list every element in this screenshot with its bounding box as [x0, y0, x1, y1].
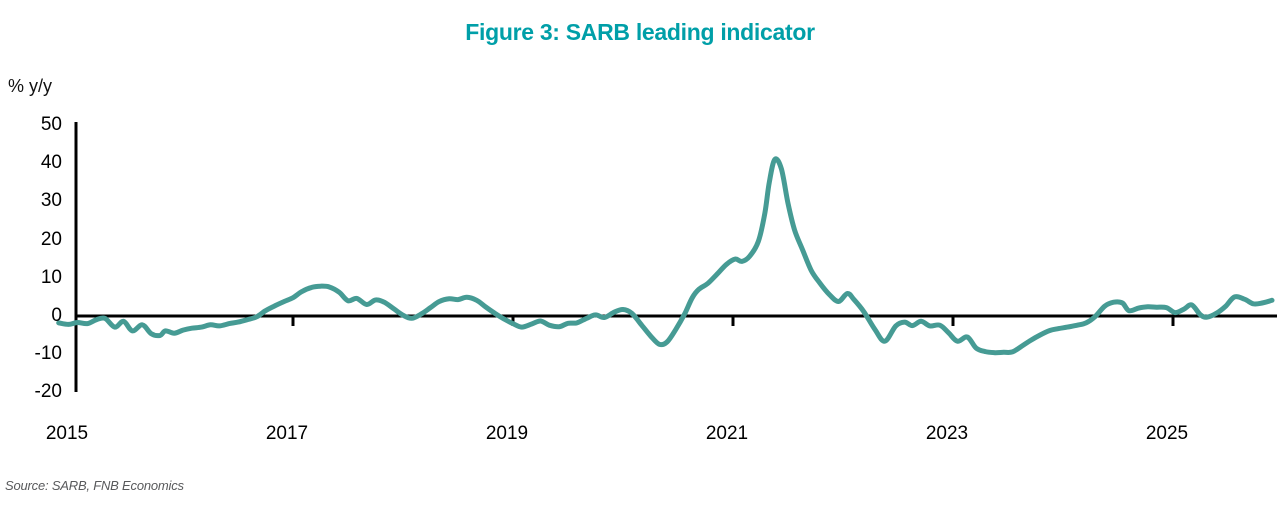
y-tick-label: 20 — [40, 228, 62, 250]
x-tick-label: 2025 — [1145, 423, 1189, 444]
y-tick-label: 0 — [51, 305, 62, 326]
x-tick-label: 2015 — [45, 423, 89, 444]
x-tick-label: 2021 — [705, 423, 749, 444]
y-tick-label: 10 — [40, 266, 62, 288]
source-note: Source: SARB, FNB Economics — [5, 478, 184, 493]
x-tick-label: 2017 — [265, 423, 309, 444]
chart-title: Figure 3: SARB leading indicator — [465, 19, 815, 45]
y-tick-label: 30 — [40, 190, 62, 212]
y-axis-unit-label: % y/y — [8, 76, 53, 96]
x-tick-label: 2019 — [485, 423, 529, 444]
y-tick-label: 50 — [40, 114, 62, 135]
leading-indicator-line — [56, 156, 1275, 356]
y-tick-label: 40 — [40, 152, 62, 174]
x-tick-label: 2023 — [925, 423, 969, 444]
y-tick-label: -20 — [34, 381, 62, 403]
y-tick-label: -10 — [34, 343, 62, 365]
